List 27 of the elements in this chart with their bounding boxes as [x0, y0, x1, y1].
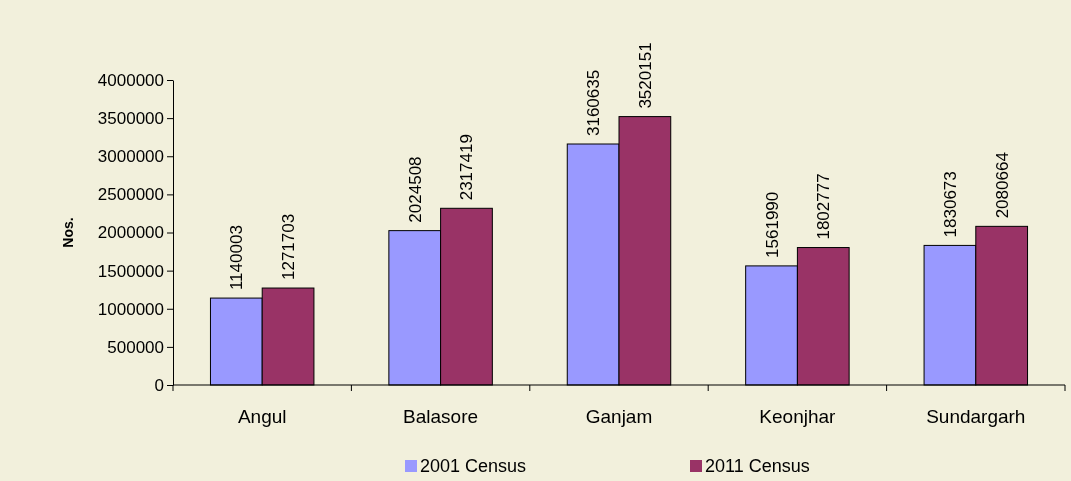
- x-tick-label: Keonjhar: [759, 406, 837, 427]
- y-tick-label: 0: [154, 375, 164, 395]
- y-tick-label: 3000000: [97, 147, 164, 167]
- data-label: 1830673: [940, 171, 960, 238]
- y-tick-label: 2500000: [97, 185, 164, 205]
- y-tick-label: 1000000: [97, 299, 164, 319]
- data-label: 2080664: [992, 152, 1012, 219]
- y-tick-label: 1500000: [97, 261, 164, 281]
- data-label: 3520151: [635, 42, 655, 109]
- legend-label: 2001 Census: [420, 456, 527, 476]
- data-label: 2317419: [457, 134, 477, 201]
- y-tick-label: 2000000: [97, 223, 164, 243]
- y-tick-label: 3500000: [97, 109, 164, 129]
- data-label: 1140003: [227, 225, 247, 291]
- data-label: 2024508: [405, 156, 425, 223]
- x-tick-label: Angul: [237, 406, 287, 427]
- x-tick-label: Ganjam: [585, 406, 653, 427]
- data-label: 1271703: [279, 213, 299, 281]
- x-tick-label: Sundargarh: [926, 406, 1026, 427]
- data-label: 1802777: [814, 173, 834, 240]
- y-tick-label: 4000000: [97, 70, 164, 90]
- y-axis-title: Nos.: [60, 217, 76, 248]
- x-tick-label: Balasore: [403, 406, 479, 427]
- data-label: 3160635: [584, 69, 604, 136]
- y-tick-label: 500000: [107, 337, 164, 357]
- data-label: 1561990: [762, 191, 782, 258]
- legend-label: 2011 Census: [705, 456, 810, 476]
